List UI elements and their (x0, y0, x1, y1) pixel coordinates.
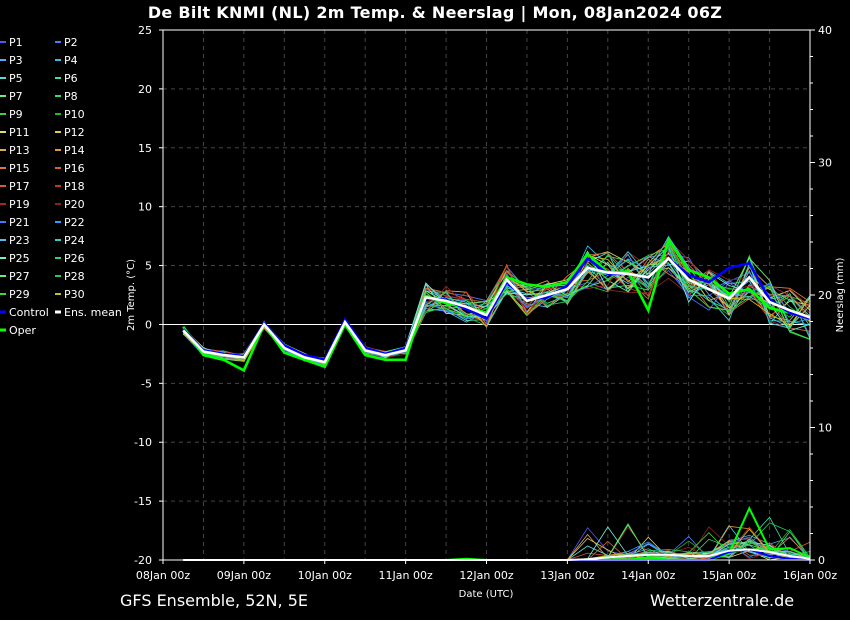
legend-entry: P4 (64, 54, 78, 67)
x-tick-label: 12Jan 00z (459, 569, 513, 582)
y-tick-label: -15 (134, 495, 152, 508)
legend-entry: P25 (9, 252, 30, 265)
ensemble-member-line (182, 258, 811, 362)
legend-entry: P27 (9, 270, 30, 283)
grid-lines (163, 30, 810, 560)
y-tick-label: 0 (145, 318, 152, 331)
x-tick-label: 09Jan 00z (217, 569, 271, 582)
legend-entry: P20 (64, 198, 85, 211)
legend-entry: P9 (9, 108, 23, 121)
y-tick-label: -5 (141, 377, 152, 390)
legend-entry: P28 (64, 270, 85, 283)
legend-entry: Control (9, 306, 49, 319)
y-axis-label: 2m Temp. (°C) (126, 259, 137, 331)
ensemble-member-line (182, 258, 811, 364)
y-tick-label: 20 (138, 83, 152, 96)
y-tick-label: -10 (134, 436, 152, 449)
x-axis-label: Date (UTC) (459, 589, 514, 600)
ens-mean-temp-line (182, 256, 811, 364)
x-tick-label: 11Jan 00z (379, 569, 433, 582)
legend-entry: P11 (9, 126, 30, 139)
legend-entry: P21 (9, 216, 30, 229)
legend-entry: P8 (64, 90, 78, 103)
legend-entry: P14 (64, 144, 85, 157)
y-tick-label: 5 (145, 260, 152, 273)
legend-entry: P30 (64, 288, 85, 301)
legend-entry: P24 (64, 234, 85, 247)
legend-entry: P18 (64, 180, 85, 193)
legend-entry: P22 (64, 216, 85, 229)
chart-title: De Bilt KNMI (NL) 2m Temp. & Neerslag | … (147, 3, 723, 22)
x-tick-label: 13Jan 00z (540, 569, 594, 582)
legend-entry: P7 (9, 90, 23, 103)
y2-tick-label: 30 (818, 157, 832, 170)
y2-tick-label: 10 (818, 422, 832, 435)
y-tick-label: 25 (138, 24, 152, 37)
ensemble-member-line (182, 254, 811, 366)
axis-ticks: -20 -15 -10 -5 0 5 10 15 20 25 08Jan 00z 09Jan 00z 1… (134, 24, 837, 582)
legend-entry: Ens. mean (64, 306, 122, 319)
model-info: GFS Ensemble, 52N, 5E (120, 591, 308, 610)
legend-entry: P17 (9, 180, 30, 193)
y-tick-label: 15 (138, 142, 152, 155)
control-temp-line (182, 256, 811, 362)
legend: P1 P2 P3 P4 P5 P6 P7 P8 P9 P10 P11 P12 P13 P14 P15 P16 P… (0, 36, 122, 337)
legend-entry: P12 (64, 126, 85, 139)
legend-entry: P13 (9, 144, 30, 157)
legend-entry: P2 (64, 36, 78, 49)
site-credit: Wetterzentrale.de (650, 591, 795, 610)
x-tick-label: 10Jan 00z (298, 569, 352, 582)
legend-entry: P3 (9, 54, 23, 67)
y2-axis-label: Neerslag (mm) (835, 257, 846, 332)
x-tick-label: 14Jan 00z (621, 569, 675, 582)
y-tick-label: 10 (138, 201, 152, 214)
legend-entry: P10 (64, 108, 85, 121)
x-tick-label: 16Jan 00z (783, 569, 837, 582)
legend-entry: P29 (9, 288, 30, 301)
y2-tick-label: 0 (818, 554, 825, 567)
legend-entry: P23 (9, 234, 30, 247)
legend-entry: P6 (64, 72, 78, 85)
legend-entry: P19 (9, 198, 30, 211)
y-tick-label: -20 (134, 554, 152, 567)
y2-tick-label: 20 (818, 289, 832, 302)
legend-entry: P5 (9, 72, 23, 85)
legend-entry: Oper (9, 324, 36, 337)
legend-entry: P1 (9, 36, 23, 49)
ensemble-member-line (182, 251, 811, 362)
y2-tick-label: 40 (818, 24, 832, 37)
ensemble-member-line (182, 255, 811, 366)
legend-entry: P26 (64, 252, 85, 265)
x-tick-label: 08Jan 00z (136, 569, 190, 582)
legend-entry: P15 (9, 162, 30, 175)
x-tick-label: 15Jan 00z (702, 569, 756, 582)
legend-entry: P16 (64, 162, 85, 175)
